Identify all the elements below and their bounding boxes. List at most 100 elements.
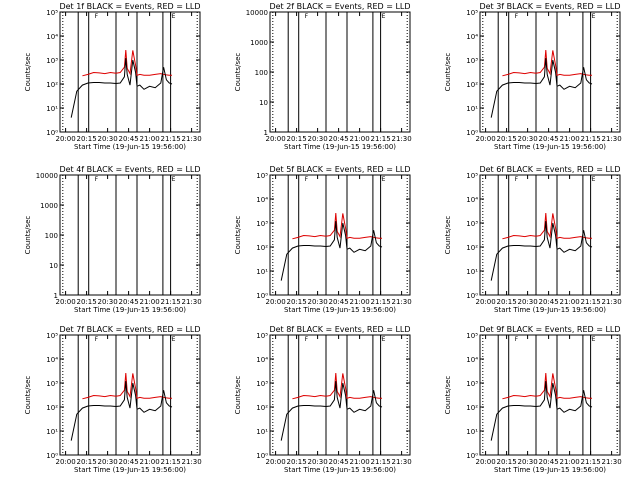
y-tick-label: 10¹ (46, 105, 58, 113)
panel-title: Det 7f BLACK = Events, RED = LLD (59, 325, 200, 334)
panel-det-9: Det 9f BLACK = Events, RED = LLD F E 10⁰ 10¹… (444, 325, 622, 474)
panel-title: Det 6f BLACK = Events, RED = LLD (479, 165, 620, 174)
panel-det-7: Det 7f BLACK = Events, RED = LLD F E 10⁰ 10¹… (24, 325, 202, 474)
plot-frame (269, 174, 411, 296)
x-tick-label: 20:00 (476, 458, 496, 466)
x-tick-label: 21:30 (392, 135, 412, 143)
x-tick-label: 20:00 (56, 135, 76, 143)
y-tick-label: 1000 (250, 39, 268, 47)
y-tick-label: 10⁵ (466, 9, 478, 17)
x-tick-label: 20:15 (287, 298, 307, 306)
x-tick-label: 21:15 (161, 135, 181, 143)
x-tick-label: 21:15 (161, 458, 181, 466)
panel-det-8: Det 8f BLACK = Events, RED = LLD F E 10⁰ 10¹… (234, 325, 412, 474)
x-tick-label: 20:45 (119, 458, 139, 466)
y-tick-label: 10¹ (466, 268, 478, 276)
x-tick-label: 21:15 (581, 298, 601, 306)
x-tick-label: 21:00 (560, 298, 580, 306)
panel-title: Det 3f BLACK = Events, RED = LLD (479, 2, 620, 11)
lld-series-line (502, 49, 592, 77)
panel-det-6: Det 6f BLACK = Events, RED = LLD F E 10⁰ 10¹… (444, 165, 622, 314)
marker-flag: F (515, 176, 519, 183)
y-axis-label: Counts/sec (24, 53, 32, 92)
x-tick-label: 21:30 (182, 298, 202, 306)
marker-flag: E (172, 176, 176, 183)
x-tick-label: 21:15 (371, 458, 391, 466)
x-axis-label: Start Time (19-Jun-15 19:56:00) (284, 466, 396, 474)
x-tick-label: 20:15 (497, 135, 517, 143)
y-tick-label: 10⁴ (46, 356, 58, 364)
marker-flag: F (515, 13, 519, 20)
y-tick-label: 10⁵ (466, 172, 478, 180)
events-series-line (70, 58, 173, 118)
x-tick-label: 21:15 (161, 298, 181, 306)
x-tick-label: 21:30 (182, 135, 202, 143)
y-tick-label: 10² (466, 244, 478, 252)
y-tick-label: 1 (54, 292, 58, 300)
y-tick-label: 10⁴ (256, 196, 268, 204)
y-tick-label: 10³ (46, 57, 58, 65)
panel-title: Det 8f BLACK = Events, RED = LLD (269, 325, 410, 334)
y-tick-label: 10² (256, 404, 268, 412)
marker-flag: F (305, 13, 309, 20)
x-axis-label: Start Time (19-Jun-15 19:56:00) (74, 306, 186, 314)
marker-flag: E (592, 176, 596, 183)
panel-title: Det 9f BLACK = Events, RED = LLD (479, 325, 620, 334)
y-tick-label: 10⁴ (466, 196, 478, 204)
x-tick-label: 20:45 (329, 135, 349, 143)
x-tick-label: 20:45 (539, 458, 559, 466)
marker-flag: F (95, 336, 99, 343)
y-tick-label: 10⁵ (466, 332, 478, 340)
panel-det-5: Det 5f BLACK = Events, RED = LLD F E 10⁰ 10¹… (234, 165, 412, 314)
y-tick-label: 10⁰ (256, 452, 268, 460)
x-tick-label: 21:30 (602, 458, 622, 466)
x-tick-label: 20:15 (497, 458, 517, 466)
x-tick-label: 21:00 (350, 458, 370, 466)
x-axis-label: Start Time (19-Jun-15 19:56:00) (284, 143, 396, 151)
lld-series-line (82, 372, 172, 400)
panel-title: Det 5f BLACK = Events, RED = LLD (269, 165, 410, 174)
y-tick-label: 10³ (466, 57, 478, 65)
x-axis-label: Start Time (19-Jun-15 19:56:00) (494, 306, 606, 314)
x-tick-label: 21:00 (350, 298, 370, 306)
y-tick-label: 1 (264, 129, 268, 137)
x-tick-label: 20:45 (329, 298, 349, 306)
events-series-line (280, 381, 383, 441)
y-tick-label: 10⁴ (466, 356, 478, 364)
y-tick-label: 10² (46, 404, 58, 412)
y-tick-label: 10⁴ (256, 356, 268, 364)
y-axis-label: Counts/sec (234, 53, 242, 92)
y-axis-label: Counts/sec (444, 216, 452, 255)
events-series-line (490, 58, 593, 118)
x-tick-label: 21:00 (560, 135, 580, 143)
y-tick-label: 10² (46, 81, 58, 89)
panel-title: Det 2f BLACK = Events, RED = LLD (269, 2, 410, 11)
y-tick-label: 10² (256, 244, 268, 252)
y-tick-label: 10³ (256, 380, 268, 388)
lld-series-line (502, 212, 592, 240)
plot-frame (479, 334, 621, 456)
x-tick-label: 21:00 (140, 135, 160, 143)
y-tick-label: 10³ (256, 220, 268, 228)
x-tick-label: 20:15 (497, 298, 517, 306)
y-axis-label: Counts/sec (444, 53, 452, 92)
plot-frame (479, 174, 621, 296)
x-tick-label: 20:15 (77, 135, 97, 143)
events-series-line (70, 381, 173, 441)
x-axis-label: Start Time (19-Jun-15 19:56:00) (284, 306, 396, 314)
x-tick-label: 20:30 (98, 298, 118, 306)
marker-flag: E (382, 13, 386, 20)
y-tick-label: 10¹ (46, 428, 58, 436)
y-tick-label: 10⁰ (256, 292, 268, 300)
y-tick-label: 10³ (466, 380, 478, 388)
x-tick-label: 20:45 (539, 298, 559, 306)
x-tick-label: 20:30 (518, 135, 538, 143)
x-tick-label: 20:30 (98, 458, 118, 466)
x-tick-label: 20:30 (308, 298, 328, 306)
x-tick-label: 21:30 (392, 298, 412, 306)
x-tick-label: 20:15 (287, 458, 307, 466)
x-tick-label: 20:15 (287, 135, 307, 143)
x-tick-label: 20:15 (77, 458, 97, 466)
events-series-line (280, 221, 383, 281)
